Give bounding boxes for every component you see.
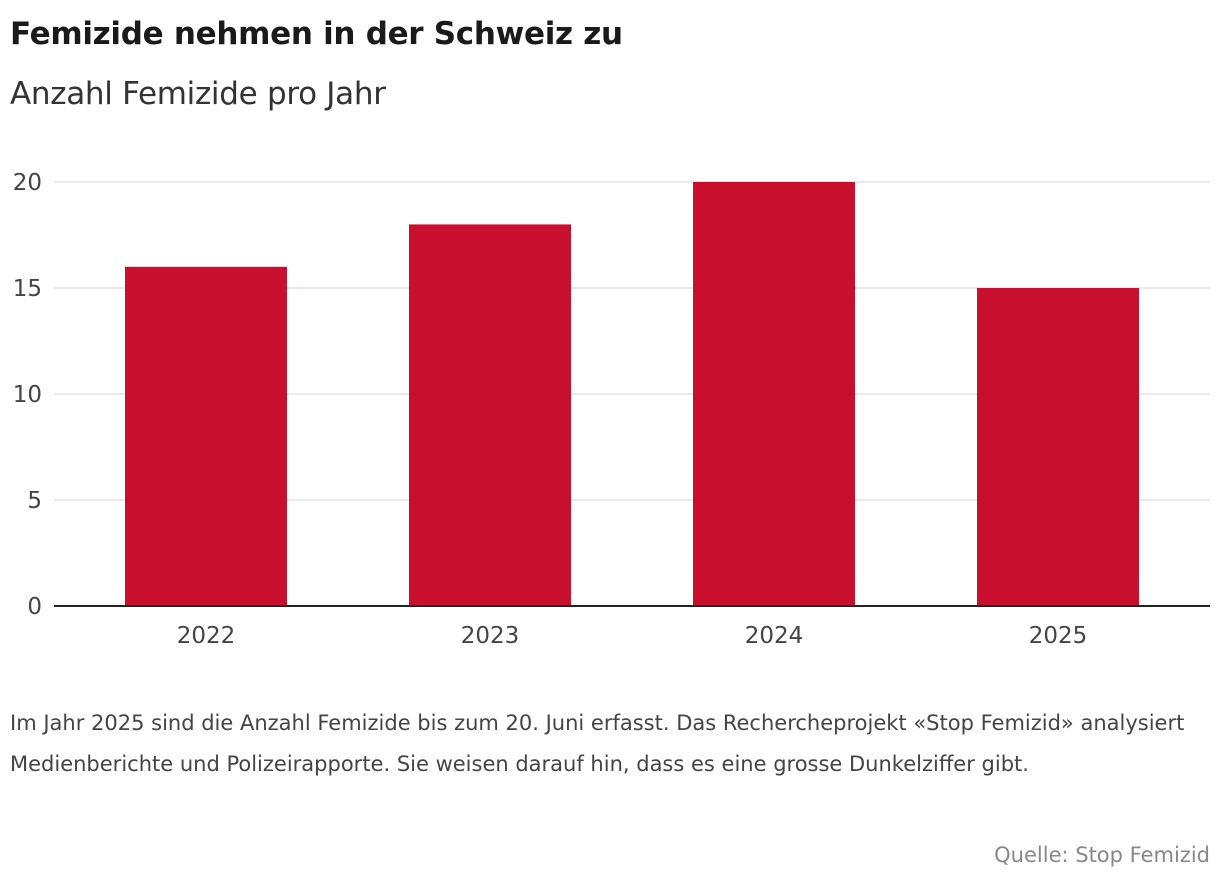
- x-tick-label: 2022: [177, 623, 236, 649]
- x-tick-label: 2023: [461, 623, 520, 649]
- chart-subtitle: Anzahl Femizide pro Jahr: [10, 76, 386, 112]
- chart-title: Femizide nehmen in der Schweiz zu: [10, 16, 623, 52]
- x-tick-label: 2025: [1029, 623, 1088, 649]
- chart-note: Im Jahr 2025 sind die Anzahl Femizide bi…: [10, 711, 1185, 776]
- y-tick-label: 0: [27, 594, 42, 620]
- bar-chart: 0 5 10 15 20 2022 2023 2024 2025: [13, 170, 1210, 649]
- bar-2023: [409, 224, 571, 606]
- y-tick-label: 15: [13, 276, 42, 302]
- y-tick-label: 5: [27, 488, 42, 514]
- bar-2024: [693, 182, 855, 606]
- y-tick-label: 10: [13, 382, 42, 408]
- y-tick-label: 20: [13, 170, 42, 196]
- bar-2025: [977, 288, 1139, 606]
- x-tick-label: 2024: [745, 623, 804, 649]
- chart-source: Quelle: Stop Femizid: [994, 843, 1210, 867]
- bar-2022: [125, 266, 287, 606]
